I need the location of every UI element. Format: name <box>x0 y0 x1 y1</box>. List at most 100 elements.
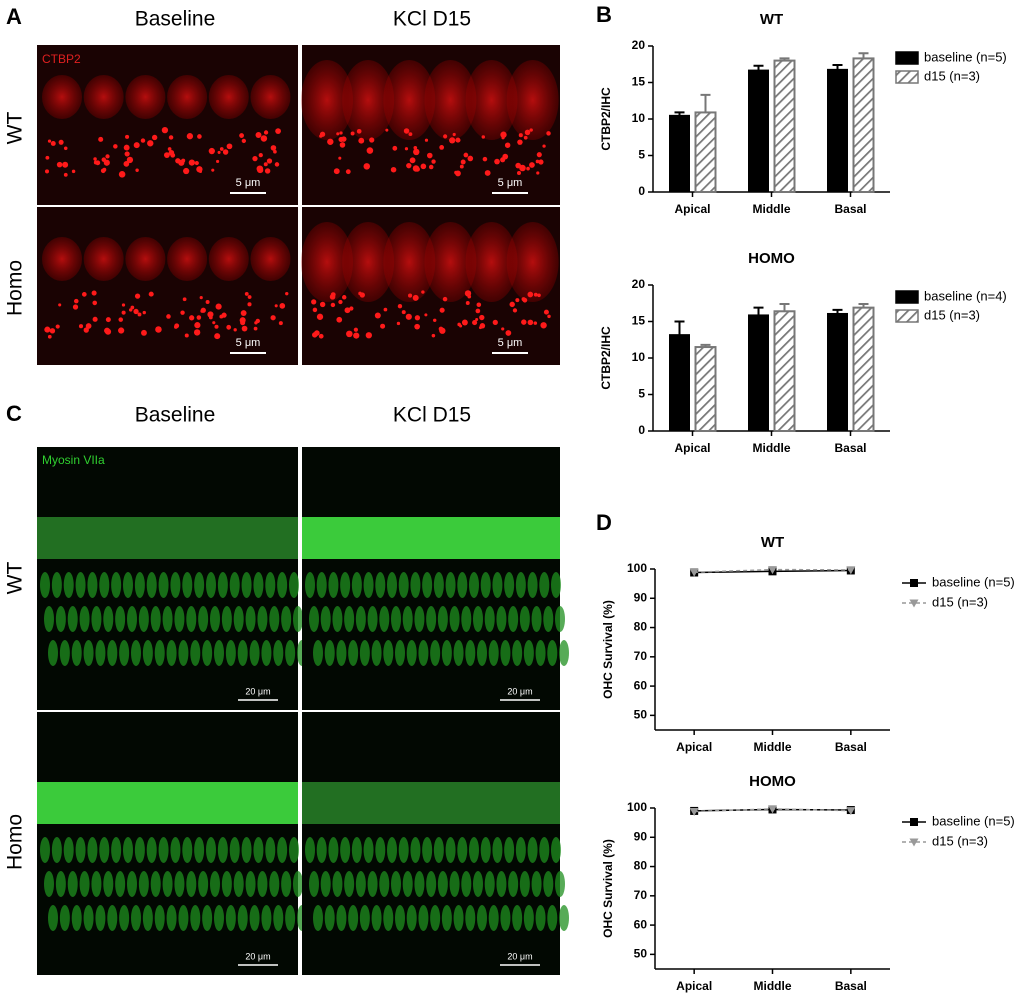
ribbon <box>542 144 546 148</box>
ohc <box>527 572 538 598</box>
ohc <box>95 905 106 931</box>
ohc <box>63 572 74 598</box>
ohc <box>515 572 526 598</box>
ohc <box>253 572 264 598</box>
ohc <box>449 606 460 632</box>
scale-label: 20 μm <box>507 951 532 961</box>
ohc <box>371 905 382 931</box>
ohc <box>422 572 433 598</box>
ohc <box>484 871 495 897</box>
ribbon <box>406 162 412 169</box>
y-tick-label: 15 <box>632 75 646 89</box>
scale-label: 5 μm <box>498 337 523 349</box>
ribbon <box>133 308 139 315</box>
ribbon <box>216 159 220 164</box>
ribbon <box>207 311 214 318</box>
ribbon <box>333 168 340 175</box>
ribbon <box>118 327 125 334</box>
error-bar <box>674 111 685 116</box>
x-tick-label: Middle <box>754 740 792 754</box>
ribbon <box>222 149 229 155</box>
x-tick-label: Apical <box>676 979 712 993</box>
ribbon <box>500 131 507 138</box>
ohc <box>233 871 244 897</box>
y-tick-label: 80 <box>634 859 648 873</box>
ohc <box>241 837 252 863</box>
ohc <box>229 837 240 863</box>
ribbon <box>92 300 98 306</box>
cell <box>465 222 518 302</box>
ribbon <box>330 302 336 308</box>
ohc <box>336 640 347 666</box>
ohc <box>437 871 448 897</box>
ribbon <box>123 144 130 151</box>
ohc <box>182 572 193 598</box>
marker <box>768 805 777 814</box>
ohc <box>551 837 561 863</box>
ribbon <box>194 322 201 329</box>
y-tick-label: 5 <box>638 387 645 401</box>
ribbon <box>518 133 523 138</box>
error-bar <box>700 343 711 348</box>
x-tick-label: Middle <box>753 441 791 455</box>
ohc <box>555 871 565 897</box>
ohc <box>324 905 335 931</box>
ribbon <box>252 155 258 162</box>
ribbon <box>155 326 162 333</box>
bar <box>827 68 848 193</box>
bar <box>852 57 875 193</box>
ribbon <box>318 333 324 339</box>
ohc <box>363 837 374 863</box>
ohc <box>555 606 565 632</box>
cell <box>83 75 124 119</box>
ribbon <box>455 170 461 177</box>
bar <box>852 306 875 433</box>
ohc <box>359 640 370 666</box>
error-bar <box>832 308 843 314</box>
ribbon <box>533 292 538 297</box>
ohc <box>441 905 452 931</box>
ribbon <box>336 132 340 136</box>
ohc <box>504 572 515 598</box>
ribbon <box>123 160 130 167</box>
ohc <box>453 640 464 666</box>
ohc <box>83 905 94 931</box>
ribbon <box>529 162 535 168</box>
ohc <box>127 871 137 897</box>
ohc <box>469 837 479 863</box>
ribbon <box>45 155 50 160</box>
ribbon <box>92 316 98 322</box>
error-bar <box>858 52 869 59</box>
ohc <box>379 871 390 897</box>
ribbon <box>529 128 533 132</box>
ribbon <box>543 309 549 315</box>
ribbon <box>197 134 202 139</box>
marker <box>689 808 699 817</box>
error-bar <box>832 63 843 70</box>
ribbon <box>349 306 354 311</box>
ohc <box>48 905 58 931</box>
bar <box>694 111 717 193</box>
legend-label: d15 (n=3) <box>932 594 988 609</box>
ohc <box>210 606 220 632</box>
ribbon <box>58 139 64 145</box>
ohc <box>115 606 126 632</box>
ohc <box>253 837 264 863</box>
error-bar <box>700 93 711 113</box>
chart-title: HOMO <box>749 773 796 790</box>
stain-label: Myosin VIIa <box>42 453 105 467</box>
panel-label: C <box>6 401 22 426</box>
ohc <box>391 606 401 632</box>
ribbon <box>467 155 474 162</box>
ohc <box>406 640 417 666</box>
ribbon <box>420 163 427 170</box>
ohc <box>44 606 54 632</box>
ohc <box>99 837 110 863</box>
ohc <box>221 871 232 897</box>
ohc <box>351 572 362 598</box>
legend-label: baseline (n=5) <box>924 49 1007 64</box>
ribbon <box>475 308 481 314</box>
ohc <box>269 606 280 632</box>
ohc <box>539 837 550 863</box>
ohc <box>225 640 236 666</box>
